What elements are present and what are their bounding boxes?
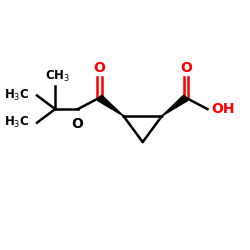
Text: H$_3$C: H$_3$C (4, 88, 29, 103)
Text: O: O (94, 60, 106, 74)
Polygon shape (98, 95, 123, 116)
Text: CH$_3$: CH$_3$ (45, 68, 70, 84)
Text: H$_3$C: H$_3$C (4, 115, 29, 130)
Text: O: O (180, 60, 192, 74)
Polygon shape (162, 95, 188, 116)
Text: OH: OH (211, 102, 234, 116)
Text: O: O (71, 117, 83, 131)
